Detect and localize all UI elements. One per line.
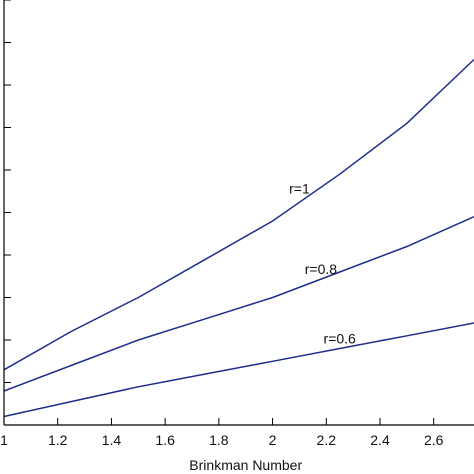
series-line-2 bbox=[3, 322, 474, 418]
x-tick-label-8: 2.6 bbox=[424, 432, 444, 448]
x-axis-title: Brinkman Number bbox=[189, 457, 302, 473]
series-label-1: r=0.8 bbox=[305, 261, 338, 277]
x-tick-label-5: 2 bbox=[269, 432, 277, 448]
x-tick-label-4: 1.8 bbox=[209, 432, 229, 448]
x-tick-label-7: 2.4 bbox=[370, 432, 390, 448]
x-tick-label-0: 1 bbox=[0, 432, 8, 448]
series-label-2: r=0.6 bbox=[324, 331, 357, 347]
labels-layer: 1 1.2 1.4 1.6 1.8 2 2.2 2.4 2.6 Brinkman Number r=… bbox=[0, 180, 444, 473]
axes-layer bbox=[3, 0, 474, 426]
series-line-0 bbox=[3, 58, 474, 371]
x-tick-label-3: 1.6 bbox=[155, 432, 175, 448]
x-tick-label-2: 1.4 bbox=[102, 432, 122, 448]
series-label-0: r=1 bbox=[289, 180, 310, 196]
x-tick-label-1: 1.2 bbox=[48, 432, 68, 448]
series-layer bbox=[3, 58, 474, 418]
series-line-1 bbox=[3, 216, 474, 392]
x-tick-label-6: 2.2 bbox=[317, 432, 337, 448]
